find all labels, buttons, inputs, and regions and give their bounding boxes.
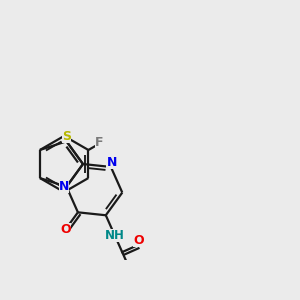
Text: N: N	[106, 156, 117, 169]
Text: F: F	[94, 136, 103, 149]
Text: N: N	[58, 179, 69, 193]
Text: O: O	[133, 234, 143, 247]
Text: O: O	[61, 223, 71, 236]
Text: S: S	[62, 130, 71, 143]
Text: NH: NH	[105, 229, 124, 242]
